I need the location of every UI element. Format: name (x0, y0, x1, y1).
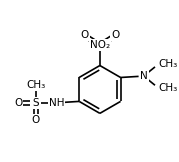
Text: N: N (140, 71, 147, 81)
Text: CH₃: CH₃ (26, 80, 45, 90)
Text: CH₃: CH₃ (158, 59, 178, 69)
Text: O: O (14, 98, 22, 108)
Text: O: O (32, 115, 40, 125)
Text: S: S (32, 98, 39, 108)
Text: O: O (111, 30, 119, 40)
Text: O: O (80, 30, 89, 40)
Text: NO₂: NO₂ (90, 40, 110, 50)
Text: CH₃: CH₃ (158, 83, 178, 93)
Text: NH: NH (49, 98, 64, 108)
